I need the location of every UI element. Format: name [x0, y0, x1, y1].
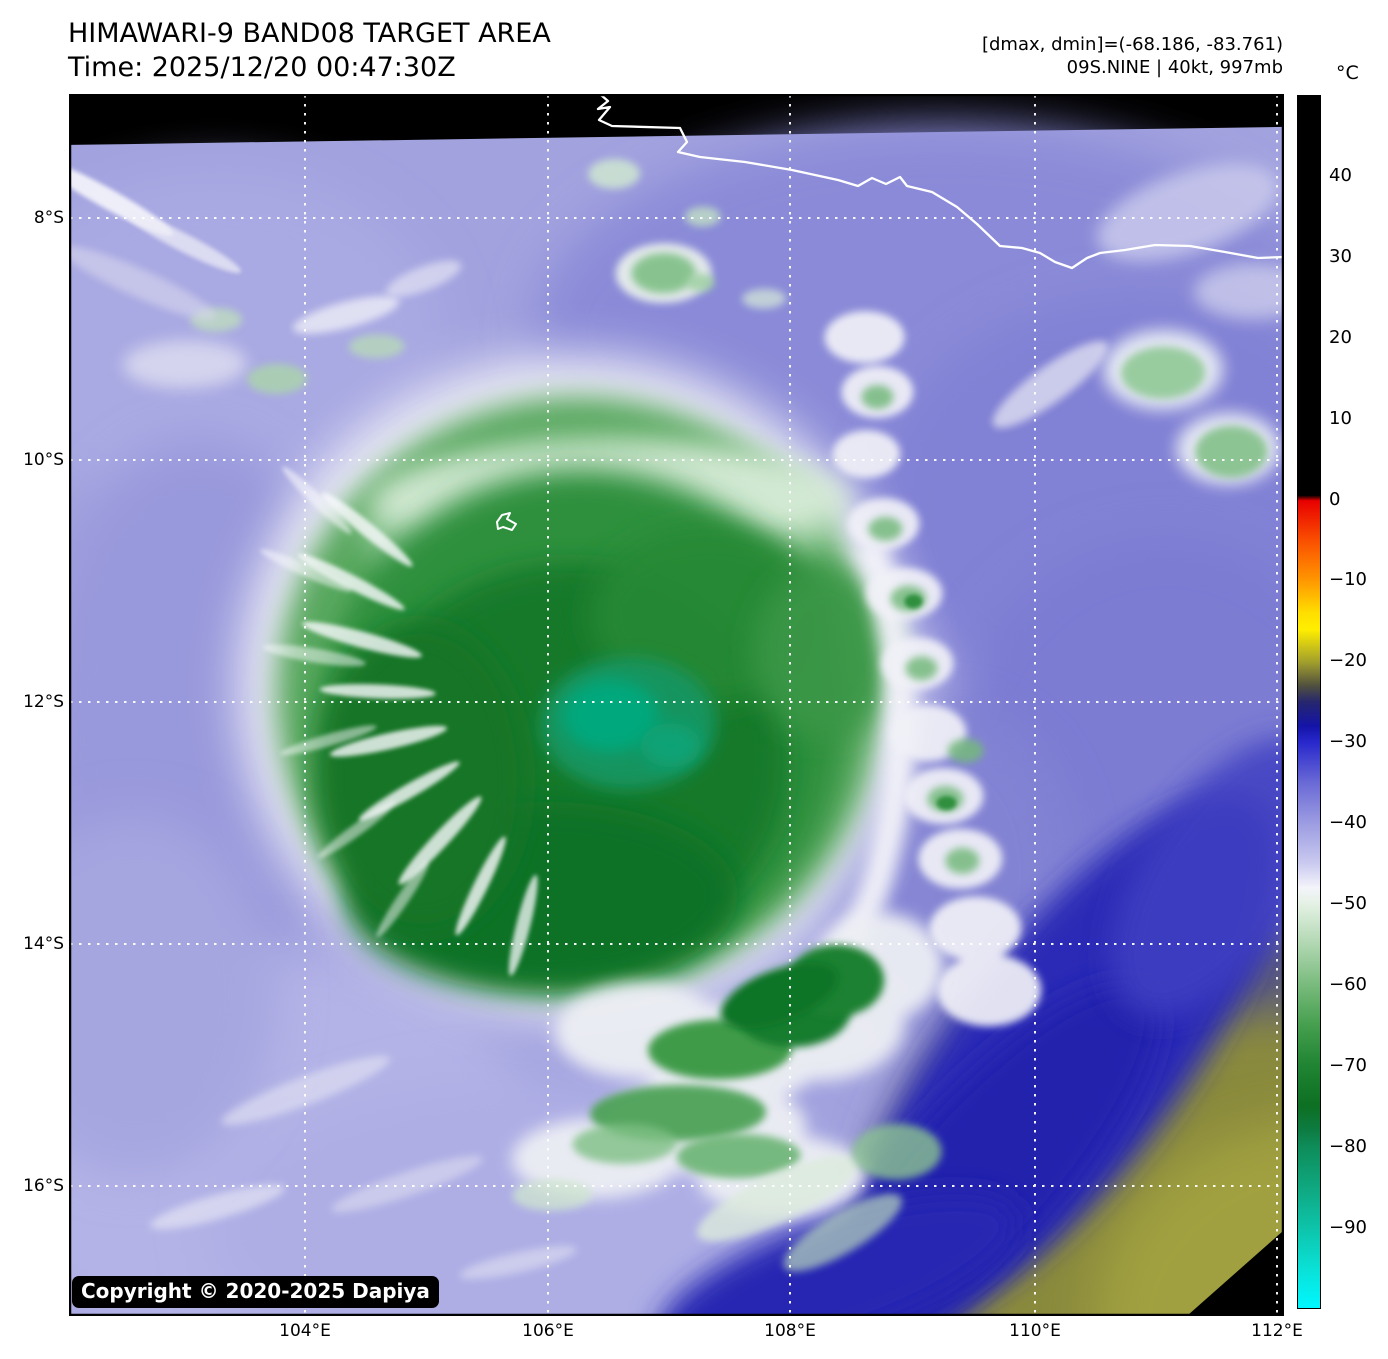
navy-boundary-band [657, 737, 1283, 1315]
lat-label-8s: 8°S [33, 208, 64, 228]
colorbar-tick-m30: −30 [1329, 731, 1367, 752]
lon-label-104e: 104°E [279, 1321, 331, 1341]
colorbar-unit-label: °C [1336, 62, 1359, 84]
storm-info-annotation: 09S.NINE | 40kt, 997mb [1066, 57, 1283, 78]
lon-label-106e: 106°E [522, 1321, 574, 1341]
coastline-path [596, 95, 1283, 270]
colorbar-tick-40: 40 [1329, 165, 1352, 186]
colorbar-tick-0: 0 [1329, 489, 1341, 510]
colorbar-tick-m50: −50 [1329, 893, 1367, 914]
product-title: HIMAWARI-9 BAND08 TARGET AREA [68, 18, 551, 49]
temperature-colorbar [1297, 95, 1321, 1309]
lon-label-108e: 108°E [764, 1321, 816, 1341]
lat-label-12s: 12°S [23, 692, 64, 712]
satellite-swath [70, 126, 1283, 1315]
colorbar-tick-m20: −20 [1329, 650, 1367, 671]
colorbar-tick-m10: −10 [1329, 569, 1367, 590]
lat-label-10s: 10°S [23, 450, 64, 470]
lat-label-16s: 16°S [23, 1176, 64, 1196]
colorbar-tick-m60: −60 [1329, 974, 1367, 995]
southeast-convective-band [511, 912, 944, 1272]
black-corner-wedge [1188, 1231, 1283, 1315]
satellite-image [70, 95, 1283, 1315]
colorbar-tick-30: 30 [1329, 246, 1352, 267]
colorbar-tick-m70: −70 [1329, 1055, 1367, 1076]
scattered-clouds [70, 158, 1283, 1279]
colorbar-tick-m90: −90 [1329, 1217, 1367, 1238]
island-outline [496, 512, 517, 531]
lon-label-112e: 112°E [1251, 1321, 1303, 1341]
map-frame [69, 94, 1284, 1316]
copyright-badge: Copyright © 2020-2025 Dapiya [72, 1276, 439, 1308]
colorbar-tick-20: 20 [1329, 327, 1352, 348]
cirrus-striations [260, 466, 538, 976]
colorbar-tick-10: 10 [1329, 408, 1352, 429]
product-time: Time: 2025/12/20 00:47:30Z [68, 52, 456, 83]
cold-core-teal [540, 657, 717, 790]
lon-label-110e: 110°E [1009, 1321, 1061, 1341]
lat-label-14s: 14°S [23, 934, 64, 954]
colorbar-tick-m40: −40 [1329, 812, 1367, 833]
map-border [70, 95, 1283, 1315]
dmax-dmin-annotation: [dmax, dmin]=(-68.186, -83.761) [981, 34, 1283, 55]
colorbar-tick-m80: −80 [1329, 1136, 1367, 1157]
